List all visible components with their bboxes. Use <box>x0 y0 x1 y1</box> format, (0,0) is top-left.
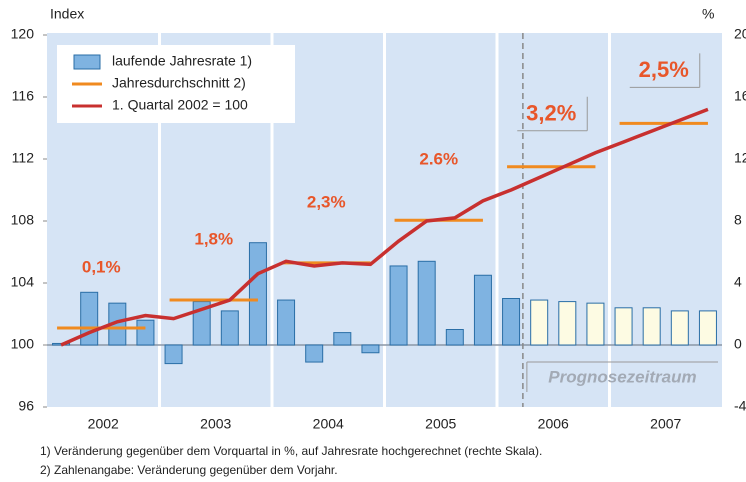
bar <box>361 344 380 354</box>
average-annotation: 0,1% <box>82 257 121 276</box>
x-tick-label: 2002 <box>88 416 119 432</box>
average-annotation: 3,2% <box>526 101 576 126</box>
x-tick-label: 2005 <box>425 416 456 432</box>
bar <box>670 310 689 346</box>
y-tick-label: 116 <box>12 88 35 104</box>
y2-tick-label: 0 <box>734 336 742 352</box>
y2-tick-label: 8 <box>734 212 742 228</box>
y2-tick-label: 20 <box>734 26 746 42</box>
bar <box>277 299 296 346</box>
bar <box>586 302 605 346</box>
bar <box>530 299 549 346</box>
bar <box>136 319 155 346</box>
y2-tick-label: -4 <box>734 398 746 414</box>
bar <box>248 242 267 346</box>
bar <box>614 307 633 346</box>
y-tick-label: 100 <box>11 336 35 352</box>
index-line <box>60 107 709 347</box>
bar <box>305 344 324 363</box>
legend-label: laufende Jahresrate 1) <box>112 53 252 69</box>
y2-tick-label: 4 <box>734 274 742 290</box>
bar <box>642 307 661 346</box>
average-annotation: 2,5% <box>639 57 689 82</box>
average-annotation: 1,8% <box>194 230 233 249</box>
y2-tick-label: 16 <box>734 88 746 104</box>
bar <box>445 329 464 346</box>
bar <box>220 310 239 346</box>
legend-label: 1. Quartal 2002 = 100 <box>112 97 248 113</box>
bar <box>558 301 577 346</box>
footnote: 1) Veränderung gegenüber dem Vorquartal … <box>40 444 542 458</box>
y2-tick-label: 12 <box>734 150 746 166</box>
footnote: 2) Zahlenangabe: Veränderung gegenüber d… <box>40 463 338 477</box>
x-tick-label: 2004 <box>313 416 344 432</box>
y-tick-label: 108 <box>11 212 35 228</box>
bar <box>164 344 183 365</box>
legend-label: Jahresdurchschnitt 2) <box>112 75 246 91</box>
x-tick-label: 2003 <box>200 416 231 432</box>
y-tick-label: 120 <box>11 26 35 42</box>
bar <box>473 274 492 346</box>
average-annotation: 2,3% <box>307 192 346 211</box>
y-tick-label: 104 <box>11 274 35 290</box>
x-tick-label: 2007 <box>650 416 681 432</box>
plot: 2002 2003 2004 2005 2006 20079610010410811211… <box>11 26 746 432</box>
y-tick-label: 112 <box>12 150 35 166</box>
y2-axis-label: % <box>702 6 714 22</box>
y-tick-label: 96 <box>18 398 34 414</box>
bar <box>698 310 717 346</box>
x-tick-label: 2006 <box>538 416 569 432</box>
forecast-label: Prognosezeitraum <box>548 367 696 386</box>
bar <box>389 265 408 346</box>
legend-bar-swatch <box>73 54 101 70</box>
y-axis-label: Index <box>50 6 84 22</box>
bar <box>502 298 521 346</box>
bar <box>417 260 436 346</box>
average-annotation: 2.6% <box>419 150 458 169</box>
bar <box>333 332 352 346</box>
